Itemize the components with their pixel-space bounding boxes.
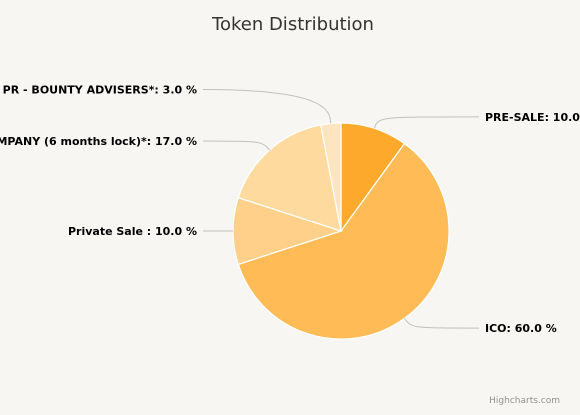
label-connector-3 [202,140,270,151]
slice-label-3: COMPANY (6 months lock)*: 17.0 % [0,135,197,148]
label-connector-1 [404,318,480,329]
slice-label-1: ICO: 60.0 % [485,322,557,335]
label-connectors [202,89,480,329]
slice-label-2: Private Sale : 10.0 % [68,225,197,238]
label-connector-0 [373,116,480,129]
credits-link[interactable]: Highcharts.com [489,396,560,406]
slice-label-0: PRE-SALE: 10.0 % [485,111,580,124]
slice-labels: PRE-SALE: 10.0 % ICO: 60.0 % Private Sale … [0,84,580,336]
label-connector-4 [202,89,332,124]
pie-slices [232,122,450,340]
slice-label-4: PR - BOUNTY ADVISERS*: 3.0 % [3,84,197,97]
chart-title: Token Distribution [211,14,374,35]
